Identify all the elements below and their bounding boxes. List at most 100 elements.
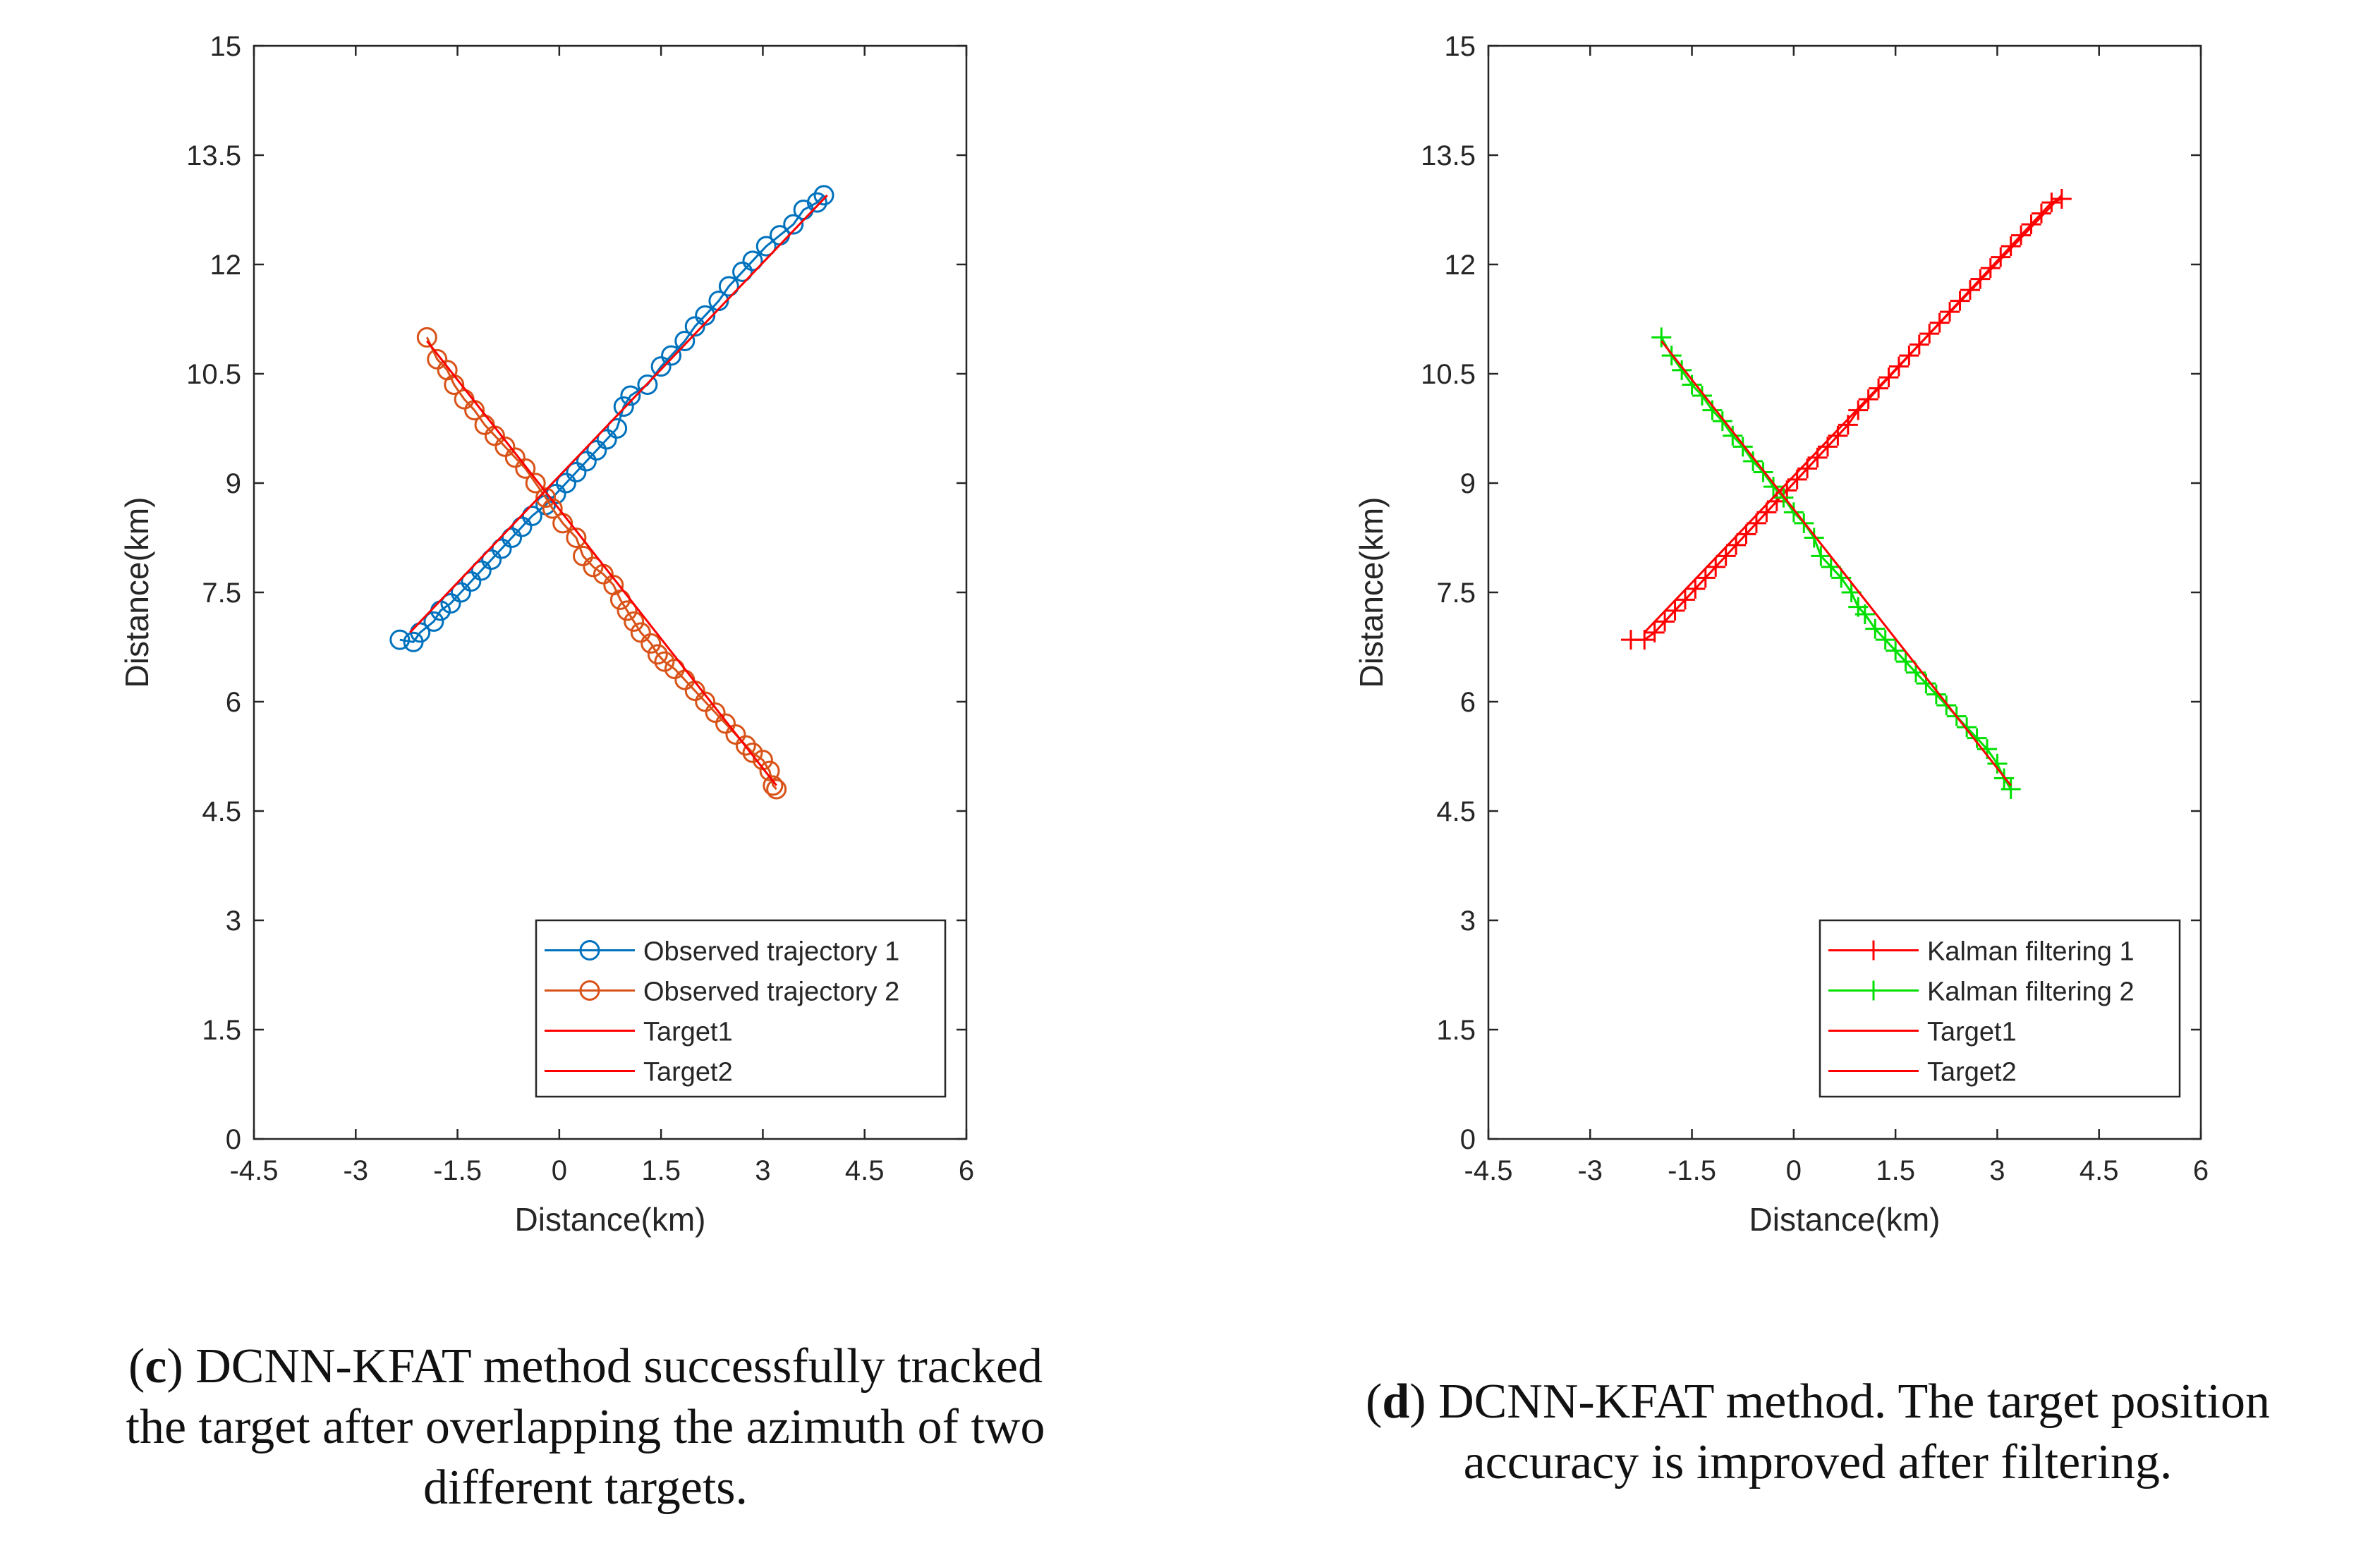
series-1-point bbox=[725, 724, 746, 745]
series-1-point bbox=[654, 651, 675, 672]
series-1-point bbox=[695, 691, 716, 712]
x-tick-label: 3 bbox=[755, 1155, 770, 1186]
legend: Kalman filtering 1 Kalman filtering 2 Targ… bbox=[1819, 919, 2181, 1098]
series-0-point bbox=[596, 429, 617, 450]
series-1-point bbox=[1672, 360, 1692, 380]
y-tick-label: 9 bbox=[226, 468, 241, 499]
y-tick-label: 7.5 bbox=[202, 578, 241, 609]
x-tick-label: -3 bbox=[343, 1155, 368, 1186]
series-0-point bbox=[813, 185, 834, 206]
series-line-2 bbox=[409, 194, 828, 633]
series-0-point bbox=[613, 396, 634, 417]
series-line-1 bbox=[425, 336, 777, 791]
series-1-point bbox=[705, 702, 726, 723]
series-1-point bbox=[1987, 753, 2008, 774]
series-0-point bbox=[1655, 611, 1675, 632]
series-1-point bbox=[566, 528, 587, 548]
y-tick-label: 0 bbox=[1460, 1124, 1476, 1155]
series-0-point bbox=[491, 538, 512, 559]
series-0-point bbox=[521, 506, 542, 526]
x-tick-label: -4.5 bbox=[230, 1155, 279, 1186]
series-line-3 bbox=[1660, 340, 2012, 786]
series-1-point bbox=[1811, 546, 1831, 566]
series-0-point bbox=[2051, 189, 2072, 209]
caption-c-letter: c bbox=[145, 1339, 167, 1394]
series-0-point bbox=[1644, 622, 1665, 642]
legend-swatch-marker bbox=[579, 940, 600, 961]
series-0-point bbox=[440, 593, 461, 614]
series-0-point bbox=[674, 331, 696, 351]
series-1-point bbox=[1957, 717, 1977, 738]
series-0-point bbox=[470, 560, 492, 581]
series-1-point bbox=[515, 458, 536, 479]
series-1-point bbox=[1875, 630, 1895, 650]
caption-c-line3: different targets. bbox=[423, 1461, 748, 1515]
caption-c-line2: the target after overlapping the azimuth… bbox=[126, 1400, 1045, 1454]
series-1-point bbox=[624, 611, 645, 632]
series-1-point bbox=[1743, 451, 1763, 471]
x-tick-label: -1.5 bbox=[433, 1155, 482, 1186]
series-1-point bbox=[759, 760, 780, 781]
legend-swatch-marker bbox=[1864, 980, 1883, 1001]
series-1-point bbox=[494, 436, 516, 457]
series-0-point bbox=[1991, 247, 2011, 267]
series-0-point bbox=[566, 462, 587, 482]
series-1-point bbox=[525, 473, 546, 494]
series-1-point bbox=[766, 779, 787, 800]
y-axis-label: Distance(km) bbox=[119, 497, 155, 688]
series-0-point bbox=[637, 374, 658, 395]
series-1-point bbox=[647, 644, 668, 665]
y-tick-label: 15 bbox=[210, 31, 242, 62]
series-1-point bbox=[1783, 502, 1804, 523]
series-0-point bbox=[1695, 568, 1716, 588]
series-1-point bbox=[504, 447, 526, 468]
legend-entry-label: Target1 bbox=[1927, 1018, 2017, 1047]
y-tick-label: 4.5 bbox=[202, 796, 241, 827]
series-0-point bbox=[1726, 535, 1747, 555]
x-tick-label: -4.5 bbox=[1464, 1155, 1513, 1186]
caption-d-letter: d bbox=[1382, 1375, 1410, 1429]
series-0-point bbox=[450, 582, 471, 603]
y-tick-label: 9 bbox=[1460, 468, 1476, 499]
y-tick-label: 3 bbox=[226, 906, 241, 937]
series-1-point bbox=[535, 487, 557, 508]
x-tick-label: 1.5 bbox=[1876, 1155, 1915, 1186]
series-1-point bbox=[1821, 556, 1841, 577]
legend-swatch-marker bbox=[579, 980, 600, 1001]
series-1-point bbox=[1854, 604, 1875, 624]
series-0-point bbox=[620, 385, 641, 406]
x-axis-label: Distance(km) bbox=[1749, 1201, 1941, 1238]
series-1-point bbox=[1936, 695, 1957, 716]
series-0-point bbox=[661, 345, 682, 366]
series-0-point bbox=[732, 261, 753, 282]
x-tick-label: 1.5 bbox=[641, 1155, 681, 1186]
x-tick-label: 6 bbox=[959, 1155, 974, 1186]
caption-c-line1: DCNN-KFAT method successfully tracked bbox=[183, 1339, 1043, 1394]
x-tick-label: -1.5 bbox=[1668, 1155, 1716, 1186]
chart-d: -4.5 -3 -1.5 0 1.5 3 4.5 6 0 1.5 3 4.5 6 7.5 9 10.5 12 13… bbox=[1353, 31, 2209, 1238]
x-tick-label: 4.5 bbox=[2080, 1155, 2119, 1186]
legend-entry-label: Target2 bbox=[1927, 1058, 2017, 1087]
series-1-point bbox=[1723, 425, 1743, 446]
series-0-point bbox=[2021, 214, 2041, 235]
series-1-point bbox=[617, 600, 638, 621]
x-axis-label: Distance(km) bbox=[515, 1201, 706, 1238]
series-1-point bbox=[583, 556, 604, 578]
y-axis-label: Distance(km) bbox=[1353, 497, 1390, 688]
series-0-point bbox=[742, 250, 763, 272]
series-0-point bbox=[1665, 600, 1685, 621]
x-tick-label: 0 bbox=[552, 1155, 567, 1186]
legend-entry-label: Target2 bbox=[643, 1058, 733, 1087]
series-0-point bbox=[461, 571, 482, 592]
series-1-point bbox=[427, 348, 448, 370]
caption-c: (c) DCNN-KFAT method successfully tracke… bbox=[126, 1339, 1045, 1515]
series-1-point bbox=[1926, 684, 1946, 705]
series-0-point bbox=[555, 473, 576, 494]
series-0-point bbox=[586, 440, 607, 461]
series-1-point bbox=[1804, 528, 1824, 548]
legend-entry-label: Observed trajectory 2 bbox=[643, 977, 899, 1007]
legend-swatch-marker bbox=[1864, 940, 1883, 961]
y-tick-label: 15 bbox=[1445, 31, 1476, 62]
series-1-point bbox=[640, 633, 662, 654]
caption-d: (d) DCNN-KFAT method. The target positio… bbox=[1366, 1375, 2270, 1489]
